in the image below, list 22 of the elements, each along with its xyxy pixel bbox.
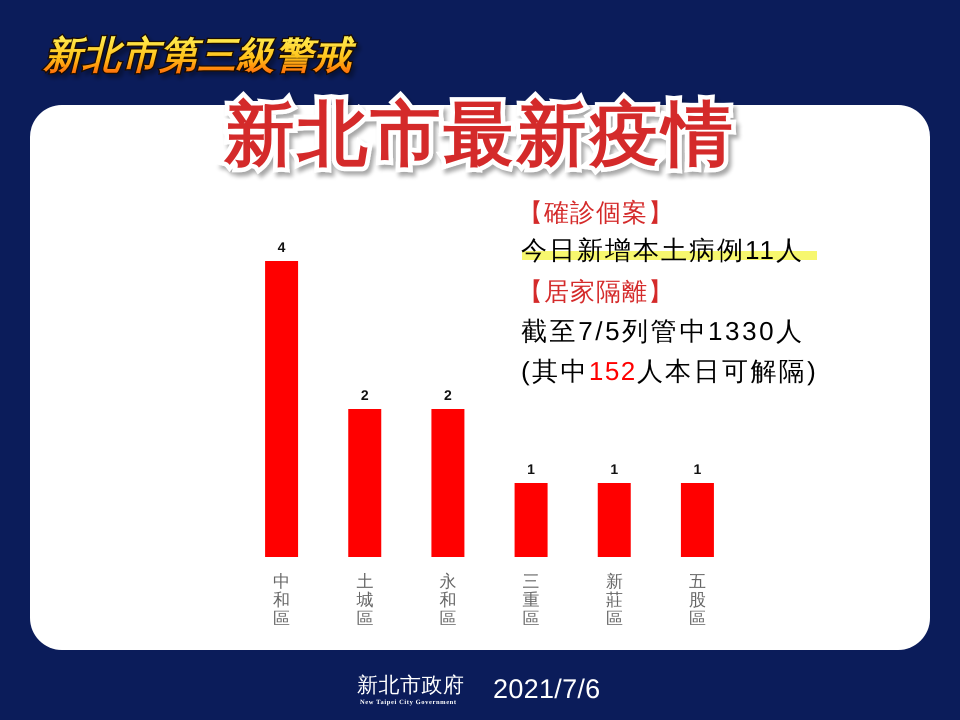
x-tick-label: 新莊區 bbox=[606, 572, 623, 628]
annotation: 人本日可解隔) bbox=[636, 356, 818, 386]
data-label: 1 bbox=[694, 461, 702, 477]
text: 新北市政府 bbox=[357, 673, 464, 697]
text: 【確診個案】 bbox=[518, 199, 674, 227]
data-label: 1 bbox=[610, 461, 618, 477]
x-tick-label: 永和區 bbox=[439, 572, 456, 628]
text: 2021/7/6 bbox=[493, 674, 600, 704]
annotation: (其中 bbox=[521, 356, 589, 386]
data-label: 4 bbox=[278, 239, 286, 255]
annotation: 截至7/5列管中1330人 bbox=[521, 316, 805, 346]
data-label: 2 bbox=[444, 387, 452, 403]
annotation: 152 bbox=[588, 356, 637, 386]
chart-title: 新北市第三級警戒 bbox=[43, 34, 356, 77]
x-tick-label: 土城區 bbox=[355, 572, 374, 628]
data-label: 2 bbox=[360, 387, 369, 403]
chart-subtitle: 新北市最新疫情 bbox=[224, 95, 736, 173]
x-tick-label: 三重區 bbox=[522, 572, 540, 628]
annotation: 【居家隔離】 bbox=[518, 278, 674, 306]
x-tick-label: 中和區 bbox=[273, 572, 290, 628]
x-tick-label: 五股區 bbox=[688, 572, 706, 628]
data-label: 1 bbox=[527, 461, 536, 477]
